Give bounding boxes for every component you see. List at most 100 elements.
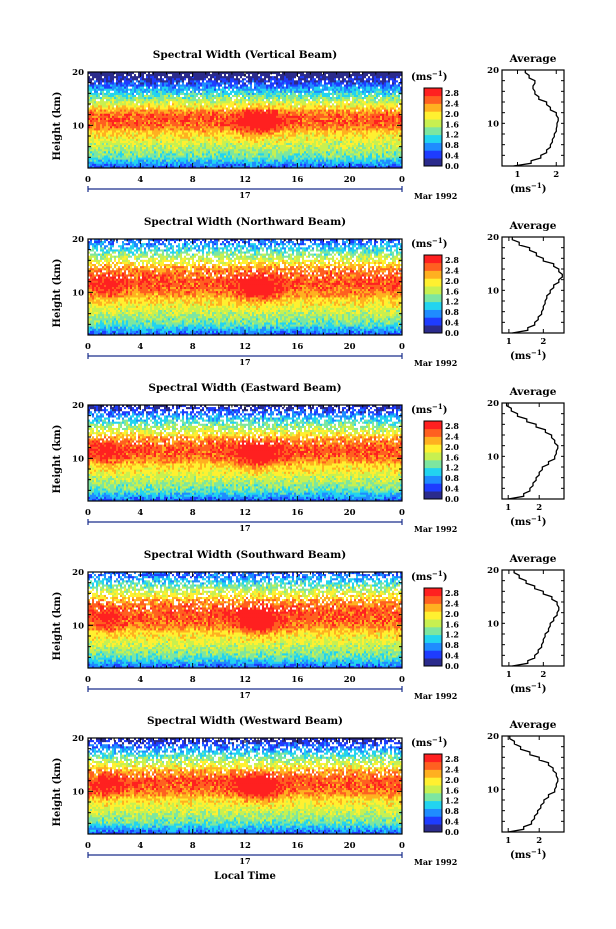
colorbar-tick-label: 0.4 [445,817,459,827]
colorbar-tick-label: 2.4 [445,598,459,608]
colorbar-segment [424,142,442,151]
chart-panel-2: Spectral Width (Northward Beam)2010Heigh… [52,216,565,368]
colorbar-frame [423,753,443,833]
colorbar-segment [424,634,442,643]
x-tick-label: 12 [239,175,251,185]
colorbar-segment [424,785,442,794]
colorbar-segment [424,800,442,809]
colorbar-tick-label: 0.0 [445,827,459,837]
colorbar-tick-label: 0.8 [445,307,459,317]
colorbar-segment [424,619,442,628]
colorbar-tick-label: 0.8 [445,806,459,816]
heatmap-cells [88,239,402,335]
y-axis-label: Height (km) [52,259,63,328]
heatmap-cells [88,405,402,501]
colorbar-segment [424,658,442,667]
profile-x-tick-label: 2 [553,170,559,180]
profile-y-tick-label: 20 [487,233,499,243]
profile-x-tick-label: 2 [540,337,546,347]
colorbar-segment [424,317,442,326]
x-tick-label: 0 [399,675,405,685]
x-tick-label: 16 [291,342,303,352]
date-label: Mar 1992 [414,358,457,368]
colorbar-tick-label: 0.4 [445,151,459,161]
x-tick-label: 8 [190,508,196,518]
x-tick-label: 12 [239,841,251,851]
colorbar-tick-label: 0.4 [445,651,459,661]
y-axis-label: Height (km) [52,592,63,661]
profile-x-tick-label: 1 [505,503,511,513]
x-axis-label: Local Time [214,871,276,882]
colorbar-segment [424,270,442,279]
profile-y-tick-label: 20 [487,566,499,576]
x-tick-label: 20 [344,175,356,185]
colorbar-frame [423,587,443,667]
colorbar-tick-label: 2.8 [445,421,459,431]
colorbar-segment [424,294,442,303]
colorbar-tick-label: 0.4 [445,484,459,494]
colorbar-segment [424,150,442,159]
colorbar-tick-label: 2.4 [445,431,459,441]
profile-y-tick-label: 20 [487,399,499,409]
profile-unit-label: (ms−1) [510,348,546,362]
colorbar-segment [424,808,442,817]
x-tick-label: 20 [344,508,356,518]
colorbar-segment [424,436,442,445]
colorbar-segment [424,642,442,651]
colorbar-segment [424,444,442,453]
y-axis-label: Height (km) [52,92,63,161]
x-tick-label: 20 [344,342,356,352]
x-tick-label: 0 [399,342,405,352]
colorbar-tick-label: 2.4 [445,764,459,774]
colorbar-tick-label: 2.0 [445,442,459,452]
x-tick-label: 0 [85,175,91,185]
colorbar-tick-label: 1.6 [445,452,459,462]
colorbar-segment [424,428,442,437]
colorbar-tick-label: 1.6 [445,785,459,795]
panel-title: Spectral Width (Westward Beam) [147,715,343,727]
colorbar-tick-label: 2.4 [445,265,459,275]
x-tick-label: 0 [85,675,91,685]
colorbar-tick-label: 1.2 [445,796,459,806]
average-profile-line [508,736,559,833]
colorbar-segment [424,824,442,833]
colorbar-segment [424,255,442,264]
colorbar-segment [424,286,442,295]
colorbar-tick-label: 2.4 [445,98,459,108]
x-tick-label: 4 [137,508,143,518]
profile-y-tick-label: 10 [487,619,499,629]
x-tick-label: 12 [239,675,251,685]
colorbar-segment [424,111,442,120]
profile-y-tick-label: 10 [487,452,499,462]
y-tick-label: 20 [72,568,84,578]
colorbar-tick-label: 2.8 [445,754,459,764]
x-tick-label: 16 [291,175,303,185]
average-profile-line [513,70,559,167]
colorbar-tick-label: 2.8 [445,255,459,265]
unit-label: (ms−1) [411,69,447,83]
colorbar-tick-label: 0.0 [445,161,459,171]
colorbar-segment [424,588,442,597]
date-label: Mar 1992 [414,524,457,534]
colorbar-tick-label: 0.4 [445,318,459,328]
x-tick-label: 0 [399,841,405,851]
x-tick-label: 12 [239,342,251,352]
day-label: 17 [239,190,250,200]
colorbar-segment [424,134,442,143]
colorbar-segment [424,158,442,167]
profile-x-tick-label: 2 [536,503,542,513]
colorbar-segment [424,769,442,778]
y-tick-label: 20 [72,734,84,744]
average-title: Average [509,220,557,232]
colorbar-tick-label: 2.0 [445,109,459,119]
profile-frame [501,69,565,167]
x-tick-label: 16 [291,841,303,851]
x-tick-label: 0 [85,508,91,518]
colorbar-segment [424,603,442,612]
x-tick-label: 8 [190,175,196,185]
colorbar-tick-label: 1.2 [445,130,459,140]
average-title: Average [509,553,557,565]
profile-unit-label: (ms−1) [510,514,546,528]
panel-title: Spectral Width (Vertical Beam) [153,49,337,61]
colorbar-segment [424,777,442,786]
